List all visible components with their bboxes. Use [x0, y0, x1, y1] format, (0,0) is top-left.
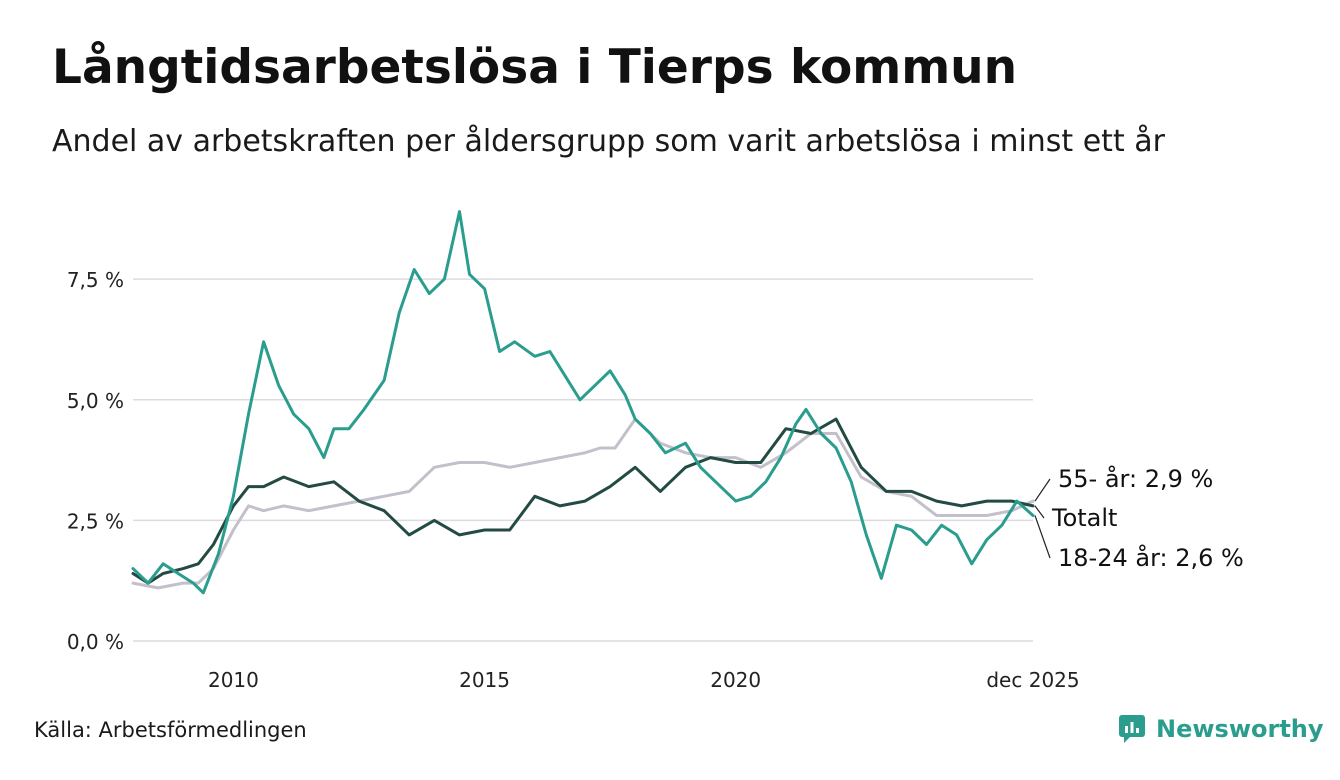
y-tick-label: 5,0 %	[67, 389, 124, 413]
y-tick-label: 0,0 %	[67, 630, 124, 654]
gridlines: 0,0 % 2,5 % 5,0 % 7,5 % 2010 2015 2020 dec 2025	[67, 268, 1080, 692]
source-note: Källa: Arbetsförmedlingen	[34, 718, 307, 742]
chart-subtitle: Andel av arbetskraften per åldersgrupp s…	[52, 124, 1165, 159]
y-tick-label: 7,5 %	[67, 268, 124, 292]
newsworthy-logo-icon	[1119, 715, 1145, 743]
series-end-label: 18-24 år: 2,6 %	[1058, 543, 1244, 572]
label-leader-line	[1034, 515, 1051, 559]
series-line	[131, 417, 1035, 585]
series-end-label: 55- år: 2,9 %	[1058, 464, 1213, 493]
series-lines	[131, 210, 1035, 595]
y-tick-label: 2,5 %	[67, 509, 124, 533]
x-tick-label: dec 2025	[986, 668, 1079, 692]
brand-name: Newsworthy	[1156, 715, 1324, 743]
end-labels: 55- år: 2,9 % Totalt 18-24 år: 2,6 %	[1034, 464, 1244, 572]
brand-logo: Newsworthy	[1118, 714, 1324, 744]
chart-title: Långtidsarbetslösa i Tierps kommun	[52, 40, 1018, 95]
label-leader-line	[1034, 505, 1045, 519]
series-line	[131, 417, 1035, 590]
x-tick-label: 2020	[710, 668, 761, 692]
label-leader-line	[1034, 478, 1051, 502]
x-tick-label: 2010	[208, 668, 259, 692]
x-tick-label: 2015	[459, 668, 510, 692]
series-end-label: Totalt	[1051, 504, 1117, 532]
series-line	[131, 210, 1035, 595]
